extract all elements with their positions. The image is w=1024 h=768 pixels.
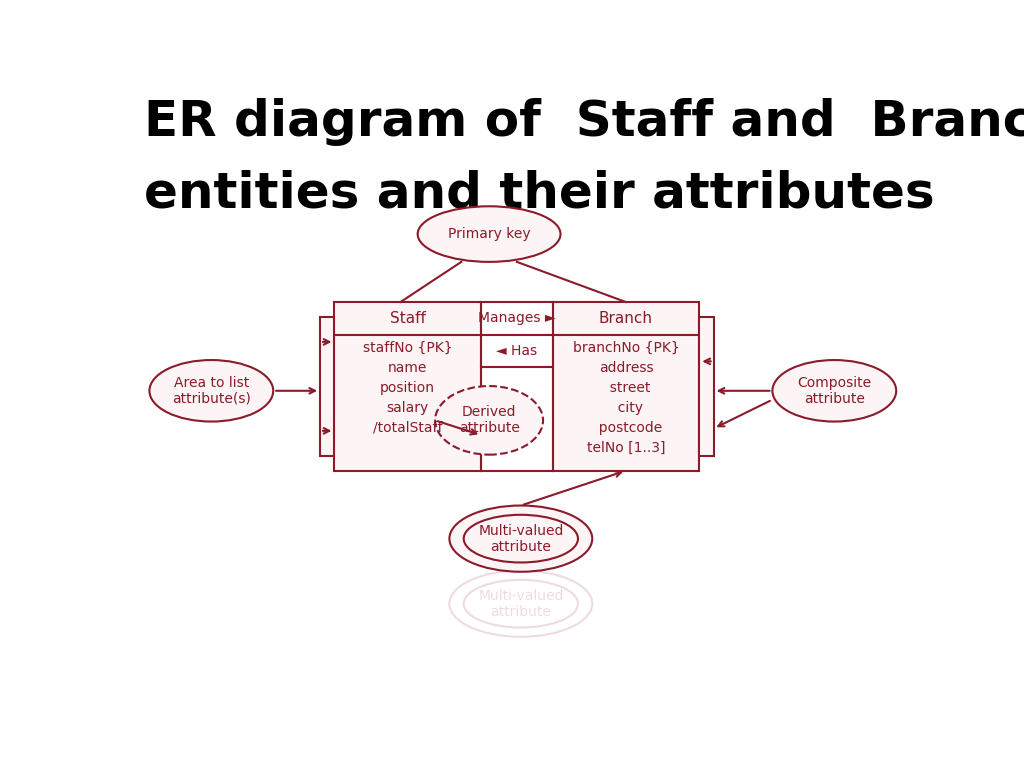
Text: entities and their attributes: entities and their attributes xyxy=(143,169,935,217)
Text: Area to list
attribute(s): Area to list attribute(s) xyxy=(172,376,251,406)
Ellipse shape xyxy=(464,580,578,627)
Ellipse shape xyxy=(435,386,543,455)
Text: ER diagram of  Staff and  Branch: ER diagram of Staff and Branch xyxy=(143,98,1024,146)
Text: branchNo {PK}
address
  street
  city
  postcode
telNo [1..3]: branchNo {PK} address street city postco… xyxy=(572,340,679,455)
Text: ◄ Has: ◄ Has xyxy=(497,344,538,358)
Ellipse shape xyxy=(464,515,578,562)
Ellipse shape xyxy=(450,571,592,637)
Bar xyxy=(553,302,699,471)
Bar xyxy=(334,302,481,471)
Text: Staff: Staff xyxy=(390,311,426,326)
Text: Derived
attribute: Derived attribute xyxy=(459,406,519,435)
Text: Manages ►: Manages ► xyxy=(478,311,556,326)
Text: staffNo {PK}
name
position
salary
/totalStaff: staffNo {PK} name position salary /total… xyxy=(362,340,453,435)
Text: Primary key: Primary key xyxy=(447,227,530,241)
Text: Branch: Branch xyxy=(599,311,653,326)
Ellipse shape xyxy=(418,207,560,262)
Ellipse shape xyxy=(450,505,592,571)
Text: Multi-valued
attribute: Multi-valued attribute xyxy=(478,524,563,554)
Text: Composite
attribute: Composite attribute xyxy=(798,376,871,406)
Ellipse shape xyxy=(150,360,273,422)
Bar xyxy=(699,317,714,456)
Ellipse shape xyxy=(772,360,896,422)
Bar xyxy=(321,317,334,456)
Text: Multi-valued
attribute: Multi-valued attribute xyxy=(478,588,563,619)
